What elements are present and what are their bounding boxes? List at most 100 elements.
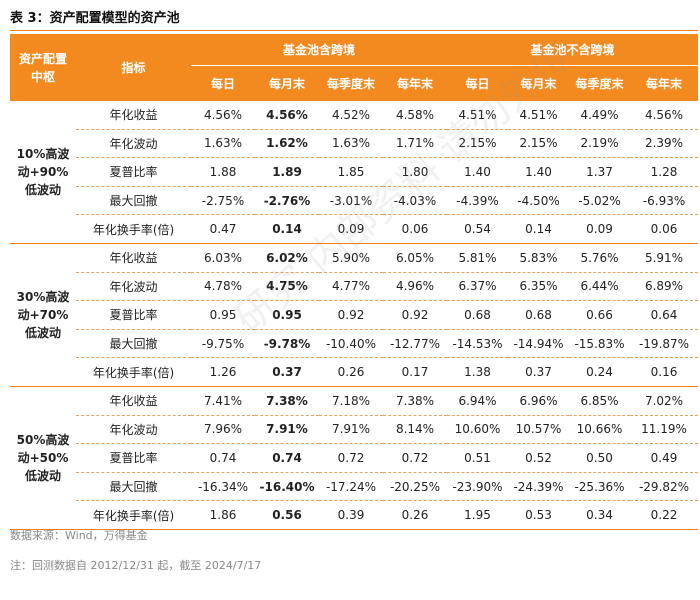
header-freq: 每年末 <box>630 65 699 101</box>
value-cell: 1.63% <box>319 129 383 159</box>
value-cell: 6.96% <box>508 386 570 416</box>
value-cell: 4.58% <box>383 101 448 130</box>
value-cell: -14.94% <box>508 329 570 359</box>
value-cell: 2.15% <box>447 129 509 159</box>
value-cell: 1.95 <box>447 500 509 530</box>
value-cell: -3.01% <box>319 186 383 216</box>
value-cell: 0.14 <box>508 214 570 244</box>
value-cell: 7.91% <box>319 415 383 445</box>
table-row: 夏普比率 0.95 0.95 0.92 0.92 0.68 0.68 0.66 0.64 <box>10 300 699 330</box>
value-cell: 10.57% <box>508 415 570 445</box>
group-label-line: 动+50% <box>17 450 69 465</box>
value-cell: 7.38% <box>383 386 448 416</box>
group-label: 30%高波 动+70% 低波动 <box>10 243 76 387</box>
value-cell: -9.78% <box>255 329 319 359</box>
header-freq: 每日 <box>447 65 509 101</box>
value-cell: 1.38 <box>447 357 509 387</box>
group-label-line: 低波动 <box>24 468 61 483</box>
value-cell: 4.52% <box>319 101 383 130</box>
header-freq: 每季度末 <box>319 65 383 101</box>
indicator-label: 最大回撤 <box>76 472 191 502</box>
header-freq: 每年末 <box>383 65 448 101</box>
indicator-label: 夏普比率 <box>76 157 191 187</box>
value-cell: 10.60% <box>447 415 509 445</box>
value-cell: -6.93% <box>630 186 699 216</box>
value-cell: 6.94% <box>447 386 509 416</box>
table-row: 50%高波 动+50% 低波动 年化收益 7.41% 7.38% 7.18% 7.38% 6.9… <box>10 386 699 530</box>
indicator-label: 年化收益 <box>76 243 191 273</box>
indicator-label: 年化换手率(倍) <box>76 214 191 244</box>
value-cell: 0.14 <box>255 214 319 244</box>
title-rule <box>10 30 698 31</box>
table-row: 年化换手率(倍) 0.47 0.14 0.09 0.06 0.54 0.14 0.09 0.06 <box>10 214 699 244</box>
value-cell: 7.41% <box>191 386 255 416</box>
value-cell: 2.39% <box>630 129 699 159</box>
value-cell: 1.88 <box>191 157 255 187</box>
value-cell: 1.28 <box>630 157 699 187</box>
value-cell: -16.40% <box>255 472 319 502</box>
value-cell: 0.74 <box>255 443 319 473</box>
indicator-label: 年化换手率(倍) <box>76 357 191 387</box>
value-cell: 7.91% <box>255 415 319 445</box>
value-cell: 0.47 <box>191 214 255 244</box>
value-cell: 0.26 <box>383 500 448 530</box>
value-cell: 6.44% <box>569 272 631 302</box>
table-body: 10%高波 动+90% 低波动 年化收益 4.56% 4.56% 4.52% 4.58% 4.5… <box>10 101 699 530</box>
group-label-line: 50%高波 <box>16 432 70 447</box>
value-cell: 1.37 <box>569 157 631 187</box>
value-cell: 0.72 <box>319 443 383 473</box>
value-cell: 0.92 <box>319 300 383 330</box>
group-label: 10%高波 动+90% 低波动 <box>10 101 76 244</box>
value-cell: -12.77% <box>383 329 448 359</box>
group-label-line: 30%高波 <box>16 289 70 304</box>
value-cell: 0.37 <box>508 357 570 387</box>
value-cell: 4.51% <box>447 101 509 130</box>
value-cell: 4.78% <box>191 272 255 302</box>
value-cell: 1.71% <box>383 129 448 159</box>
value-cell: 0.34 <box>569 500 631 530</box>
value-cell: 0.64 <box>630 300 699 330</box>
value-cell: 0.68 <box>447 300 509 330</box>
indicator-label: 夏普比率 <box>76 443 191 473</box>
value-cell: -2.76% <box>255 186 319 216</box>
value-cell: 1.62% <box>255 129 319 159</box>
header-freq: 每月末 <box>508 65 570 101</box>
value-cell: 1.63% <box>191 129 255 159</box>
value-cell: -15.83% <box>569 329 631 359</box>
header-group-col: 资产配置中枢 <box>10 34 76 101</box>
table-row: 年化换手率(倍) 1.26 0.37 0.26 0.17 1.38 0.37 0.24 0.16 <box>10 357 699 387</box>
group-label: 50%高波动+50% 低波动 <box>10 386 76 530</box>
value-cell: 0.16 <box>630 357 699 387</box>
table-row: 年化波动 1.63% 1.62% 1.63% 1.71% 2.15% 2.15% 2.19% 2… <box>10 129 699 159</box>
value-cell: 0.09 <box>569 214 631 244</box>
value-cell: 1.85 <box>319 157 383 187</box>
table-row: 夏普比率 0.74 0.74 0.72 0.72 0.51 0.52 0.50 0.49 <box>10 443 699 473</box>
value-cell: -5.02% <box>569 186 631 216</box>
value-cell: -20.25% <box>383 472 448 502</box>
indicator-label: 年化波动 <box>76 415 191 445</box>
table-row: 最大回撤 -9.75% -9.78% -10.40% -12.77% -14.53% -14… <box>10 329 699 359</box>
value-cell: 6.89% <box>630 272 699 302</box>
value-cell: -17.24% <box>319 472 383 502</box>
value-cell: 6.05% <box>383 243 448 273</box>
value-cell: 0.26 <box>319 357 383 387</box>
value-cell: 1.80 <box>383 157 448 187</box>
value-cell: 6.03% <box>191 243 255 273</box>
value-cell: 0.92 <box>383 300 448 330</box>
table-title: 表 3：资产配置模型的资产池 <box>10 11 180 26</box>
table-row: 夏普比率 1.88 1.89 1.85 1.80 1.40 1.40 1.37 1.28 <box>10 157 699 187</box>
value-cell: 0.06 <box>383 214 448 244</box>
value-cell: 0.09 <box>319 214 383 244</box>
value-cell: 4.56% <box>630 101 699 130</box>
value-cell: 1.26 <box>191 357 255 387</box>
value-cell: 8.14% <box>383 415 448 445</box>
footnote: 注：回测数据自 2012/12/31 起，截至 2024/7/17 <box>10 559 262 572</box>
table-row: 10%高波 动+90% 低波动 年化收益 4.56% 4.56% 4.52% 4.58% 4.5… <box>10 101 699 244</box>
value-cell: 5.76% <box>569 243 631 273</box>
value-cell: 4.77% <box>319 272 383 302</box>
value-cell: 4.75% <box>255 272 319 302</box>
indicator-label: 夏普比率 <box>76 300 191 330</box>
table-row: 年化波动 4.78% 4.75% 4.77% 4.96% 6.37% 6.35% 6.44% 6… <box>10 272 699 302</box>
table-row: 最大回撤 -16.34% -16.40% -17.24% -20.25% -23.90% -… <box>10 472 699 502</box>
value-cell: 1.40 <box>447 157 509 187</box>
